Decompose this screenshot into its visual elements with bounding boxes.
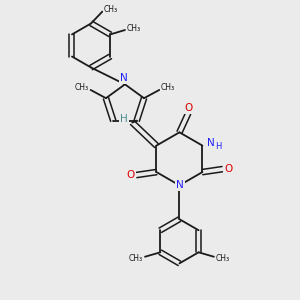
Text: CH₃: CH₃ [104, 5, 118, 14]
Text: CH₃: CH₃ [74, 83, 88, 92]
Text: CH₃: CH₃ [216, 254, 230, 263]
Text: CH₃: CH₃ [127, 24, 141, 33]
Text: N: N [207, 138, 215, 148]
Text: H: H [120, 114, 128, 124]
Text: O: O [224, 164, 232, 174]
Text: CH₃: CH₃ [161, 83, 175, 92]
Text: H: H [215, 142, 222, 151]
Text: O: O [184, 103, 192, 113]
Text: CH₃: CH₃ [129, 254, 143, 263]
Text: N: N [176, 180, 184, 190]
Text: N: N [120, 74, 128, 83]
Text: O: O [127, 170, 135, 180]
